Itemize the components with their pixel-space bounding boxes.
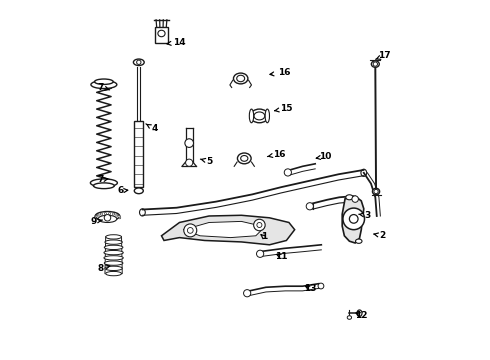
Circle shape — [185, 139, 194, 148]
Polygon shape — [162, 215, 294, 245]
Polygon shape — [184, 221, 265, 238]
Circle shape — [137, 60, 141, 64]
Ellipse shape — [356, 239, 362, 243]
Ellipse shape — [361, 169, 367, 176]
Bar — [155, 27, 168, 43]
Circle shape — [349, 215, 358, 223]
Circle shape — [254, 219, 265, 231]
Circle shape — [108, 212, 111, 215]
Text: 10: 10 — [316, 152, 332, 161]
Ellipse shape — [133, 59, 144, 66]
Ellipse shape — [233, 73, 248, 84]
Ellipse shape — [238, 153, 251, 164]
Ellipse shape — [105, 266, 122, 270]
Circle shape — [186, 159, 193, 166]
Ellipse shape — [104, 261, 123, 265]
Circle shape — [352, 196, 358, 202]
Circle shape — [116, 214, 118, 216]
Ellipse shape — [94, 183, 114, 189]
Text: 7: 7 — [98, 175, 108, 184]
Ellipse shape — [105, 240, 122, 244]
Text: 5: 5 — [200, 157, 212, 166]
Circle shape — [318, 283, 324, 289]
Circle shape — [100, 213, 102, 215]
Text: 4: 4 — [146, 124, 157, 133]
Ellipse shape — [140, 209, 145, 216]
Text: 2: 2 — [374, 231, 386, 240]
Ellipse shape — [347, 316, 351, 319]
Circle shape — [373, 62, 377, 66]
Circle shape — [244, 290, 251, 297]
Circle shape — [343, 208, 365, 230]
Ellipse shape — [254, 112, 265, 120]
Ellipse shape — [134, 188, 143, 194]
Circle shape — [257, 250, 264, 257]
Ellipse shape — [158, 30, 165, 37]
Text: 16: 16 — [270, 68, 290, 77]
Ellipse shape — [250, 109, 269, 123]
Circle shape — [118, 215, 120, 217]
Ellipse shape — [357, 310, 362, 316]
Ellipse shape — [104, 251, 123, 255]
Text: 15: 15 — [274, 104, 293, 113]
Circle shape — [187, 228, 193, 233]
Text: 13: 13 — [304, 284, 317, 293]
Text: 14: 14 — [167, 38, 186, 47]
Ellipse shape — [95, 211, 120, 220]
Ellipse shape — [95, 79, 113, 85]
Ellipse shape — [90, 179, 118, 187]
Text: 8: 8 — [97, 264, 110, 273]
Ellipse shape — [91, 81, 117, 89]
Ellipse shape — [249, 109, 254, 123]
Circle shape — [284, 169, 292, 176]
Text: 11: 11 — [275, 252, 287, 261]
Ellipse shape — [371, 61, 379, 67]
Text: 7: 7 — [98, 83, 110, 91]
Text: 3: 3 — [359, 211, 370, 220]
Text: 1: 1 — [261, 233, 267, 242]
Text: 17: 17 — [375, 51, 391, 60]
Circle shape — [374, 189, 378, 194]
Ellipse shape — [241, 156, 248, 161]
Circle shape — [94, 217, 97, 219]
Ellipse shape — [265, 109, 270, 123]
Text: 6: 6 — [118, 186, 128, 195]
Ellipse shape — [104, 245, 123, 249]
Ellipse shape — [237, 75, 245, 82]
Circle shape — [104, 215, 111, 221]
Text: 16: 16 — [268, 150, 286, 158]
Text: 9: 9 — [91, 217, 102, 226]
Circle shape — [95, 215, 97, 217]
Circle shape — [97, 214, 99, 216]
Bar — [134, 121, 143, 187]
Circle shape — [104, 212, 106, 215]
Polygon shape — [342, 196, 364, 243]
Ellipse shape — [106, 235, 122, 239]
Ellipse shape — [98, 215, 117, 222]
Circle shape — [184, 224, 197, 237]
Ellipse shape — [346, 195, 353, 200]
Text: 12: 12 — [355, 310, 367, 320]
Ellipse shape — [104, 256, 123, 260]
Circle shape — [257, 222, 262, 228]
Circle shape — [306, 203, 314, 210]
Circle shape — [119, 217, 121, 219]
Ellipse shape — [106, 271, 122, 276]
Ellipse shape — [372, 188, 380, 195]
Circle shape — [113, 213, 115, 215]
